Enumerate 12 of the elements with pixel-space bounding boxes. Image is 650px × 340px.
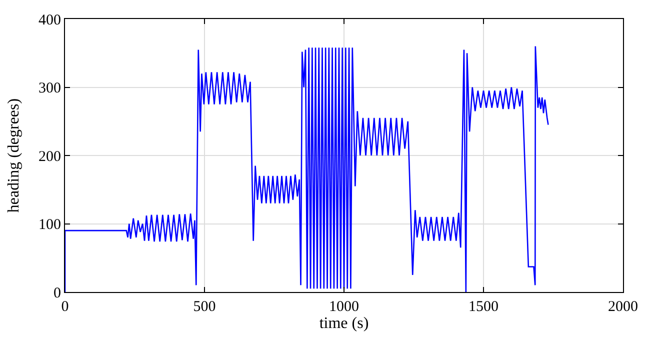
y-tick-label: 200 xyxy=(38,148,61,165)
x-tick-label: 1500 xyxy=(468,299,498,315)
x-tick-label: 500 xyxy=(193,299,216,315)
y-axis-title: heading (degrees) xyxy=(5,98,22,213)
x-axis-title: time (s) xyxy=(319,315,369,332)
y-tick-label: 300 xyxy=(38,80,61,96)
y-tick-label: 100 xyxy=(38,217,61,233)
y-tick-label: 400 xyxy=(38,12,61,28)
x-tick-label: 2000 xyxy=(608,299,638,315)
y-tick-label: 0 xyxy=(54,285,61,302)
x-tick-label: 1000 xyxy=(329,299,359,315)
line-series xyxy=(65,46,549,292)
